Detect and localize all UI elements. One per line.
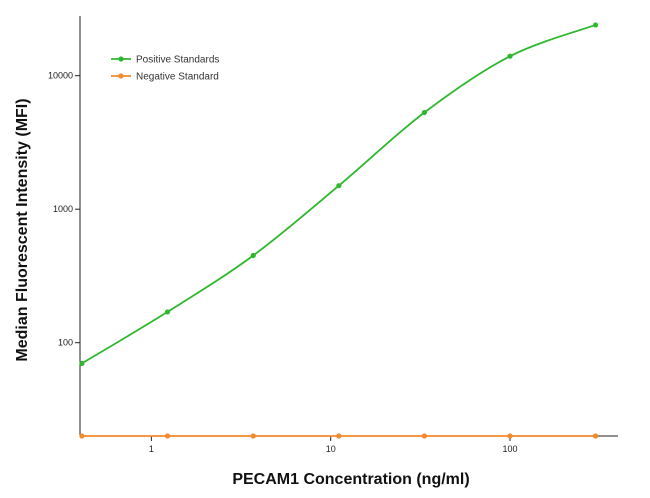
- y-tick-label: 10000: [48, 71, 73, 81]
- data-point-negative-standard: [79, 433, 85, 439]
- data-point-negative-standard: [592, 433, 599, 439]
- y-axis-title: Median Fluorescent Intensity (MFI): [14, 98, 31, 361]
- data-point-negative-standard: [507, 433, 513, 439]
- legend-label: Negative Standard: [136, 72, 219, 83]
- data-point-positive-standards: [592, 22, 599, 28]
- data-point-positive-standards: [336, 183, 342, 189]
- data-point-positive-standards: [421, 109, 427, 116]
- data-point-negative-standard: [336, 433, 342, 439]
- data-point-negative-standard: [250, 433, 256, 439]
- y-tick-label: 1000: [53, 204, 73, 214]
- legend: Positive Standards Negative Standard: [111, 55, 219, 83]
- data-point-positive-standards: [79, 360, 85, 366]
- ticks: 1 10 100 100 1000 10000: [48, 71, 518, 454]
- series-layer: [79, 22, 599, 439]
- data-point-positive-standards: [164, 309, 171, 315]
- legend-marker: [118, 73, 124, 79]
- legend-label: Positive Standards: [136, 55, 219, 66]
- x-tick-label: 100: [503, 444, 518, 454]
- x-axis-title: PECAM1 Concentration (ng/ml): [232, 471, 469, 488]
- x-tick-label: 10: [326, 444, 336, 454]
- data-point-negative-standard: [164, 433, 171, 439]
- x-tick-label: 1: [149, 444, 154, 454]
- y-tick-label: 100: [58, 338, 73, 348]
- data-point-positive-standards: [250, 252, 256, 259]
- data-point-positive-standards: [507, 53, 513, 59]
- legend-marker: [118, 56, 124, 62]
- data-point-negative-standard: [421, 433, 427, 439]
